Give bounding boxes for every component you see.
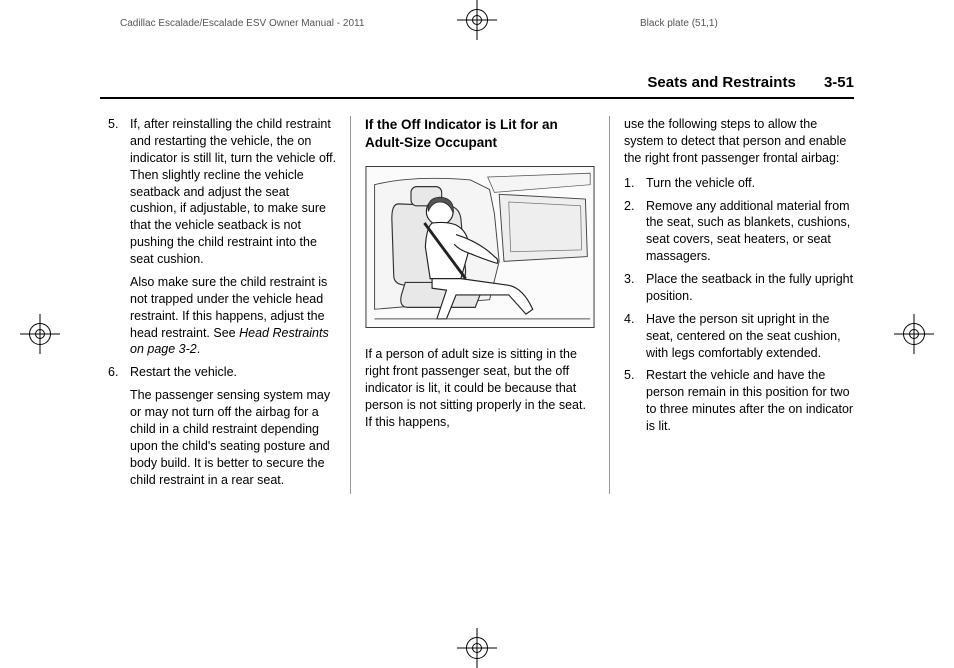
plate-info: Black plate (51,1): [640, 18, 718, 29]
step-number: 4.: [624, 311, 646, 362]
registration-mark-left: [20, 314, 60, 354]
step-number: 1.: [624, 175, 646, 192]
step-number: 2.: [624, 198, 646, 266]
step-text: Turn the vehicle off.: [646, 175, 854, 192]
paragraph: The passenger sensing system may or may …: [130, 387, 338, 488]
registration-mark-right: [894, 314, 934, 354]
column-2: If the Off Indicator is Lit for an Adult…: [350, 116, 610, 494]
step-text: Remove any additional material from the …: [646, 198, 854, 266]
step-number: 3.: [624, 271, 646, 305]
paragraph: If, after reinstalling the child restrai…: [130, 116, 338, 268]
page-header: Seats and Restraints 3-51: [100, 74, 854, 99]
step-1: 1. Turn the vehicle off.: [624, 175, 854, 192]
list-item-5: 5. If, after reinstalling the child rest…: [108, 116, 338, 358]
list-item-6: 6. Restart the vehicle. The passenger se…: [108, 364, 338, 488]
step-5: 5. Restart the vehicle and have the pers…: [624, 367, 854, 435]
step-2: 2. Remove any additional material from t…: [624, 198, 854, 266]
intro-paragraph: use the following steps to allow the sys…: [624, 116, 854, 167]
text-run: .: [197, 342, 200, 356]
paragraph: Restart the vehicle.: [130, 364, 338, 381]
column-3: use the following steps to allow the sys…: [610, 116, 854, 494]
content-area: 5. If, after reinstalling the child rest…: [100, 116, 854, 494]
paragraph: If a person of adult size is sitting in …: [365, 346, 595, 430]
list-text: Restart the vehicle. The passenger sensi…: [130, 364, 338, 488]
step-3: 3. Place the seatback in the fully uprig…: [624, 271, 854, 305]
step-4: 4. Have the person sit upright in the se…: [624, 311, 854, 362]
list-number: 5.: [108, 116, 130, 358]
paragraph: Also make sure the child restraint is no…: [130, 274, 338, 358]
column-1: 5. If, after reinstalling the child rest…: [100, 116, 350, 494]
step-text: Place the seatback in the fully upright …: [646, 271, 854, 305]
step-number: 5.: [624, 367, 646, 435]
section-title: Seats and Restraints: [647, 74, 795, 91]
page-number: 3-51: [824, 74, 854, 91]
registration-mark-bottom: [457, 628, 497, 668]
manual-title: Cadillac Escalade/Escalade ESV Owner Man…: [120, 18, 364, 29]
registration-mark-top: [457, 0, 497, 40]
subsection-heading: If the Off Indicator is Lit for an Adult…: [365, 116, 595, 152]
step-text: Have the person sit upright in the seat,…: [646, 311, 854, 362]
seat-occupant-illustration: [365, 162, 595, 332]
list-number: 6.: [108, 364, 130, 488]
step-text: Restart the vehicle and have the person …: [646, 367, 854, 435]
list-text: If, after reinstalling the child restrai…: [130, 116, 338, 358]
